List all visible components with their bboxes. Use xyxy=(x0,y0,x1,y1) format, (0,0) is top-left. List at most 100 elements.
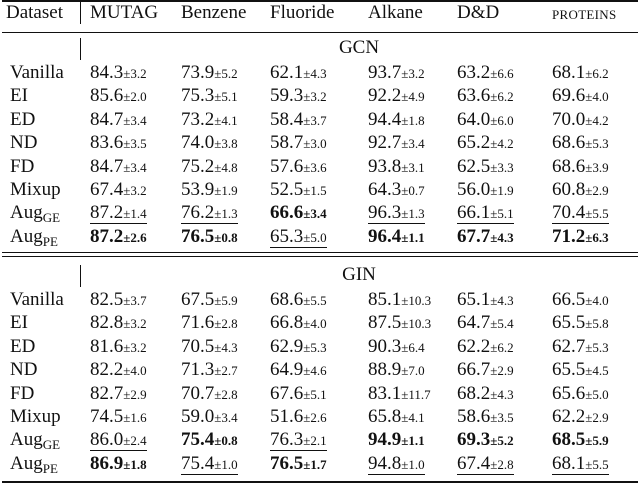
cell-std: ±1.9 xyxy=(490,183,514,198)
cell-std: ±1.0 xyxy=(214,456,238,472)
table-row: AugPE 87.2±2.6 76.5±0.8 65.3±5.0 96.4±1.1 67.… xyxy=(0,225,640,249)
section-title: GCN xyxy=(338,37,380,58)
cell-mean: 75.3 xyxy=(181,85,215,107)
method-label: AugGE xyxy=(10,202,61,226)
cell-std: ±6.2 xyxy=(585,66,609,81)
table-cell: 84.7±3.4 xyxy=(90,108,147,132)
cell-mean: 67.7 xyxy=(457,225,491,247)
cell-mean: 68.1 xyxy=(552,452,586,474)
cell-value: 87.5±10.3 xyxy=(368,312,431,333)
table-row: ND 82.2±4.0 71.3±2.7 64.9±4.6 88.9±7.0 66.7±2… xyxy=(0,358,640,382)
table-cell: 64.3±0.7 xyxy=(368,178,425,202)
table-cell: 65.2±4.2 xyxy=(457,131,514,155)
cell-value: 74.0±3.8 xyxy=(181,132,238,153)
table-cell: 92.2±4.9 xyxy=(368,84,425,108)
table-row: AugGE 87.2±1.4 76.2±1.3 66.6±3.4 96.3±1.3 66.… xyxy=(0,201,640,225)
table-cell: 75.4±0.8 xyxy=(181,428,238,452)
table-cell: 66.5±4.0 xyxy=(552,288,609,312)
cell-value: 83.1±11.7 xyxy=(368,383,431,404)
cell-value: 85.1±10.3 xyxy=(368,289,431,310)
cell-std: ±3.4 xyxy=(123,159,147,175)
cell-mean: 51.6 xyxy=(270,406,304,427)
top-rule xyxy=(2,0,638,2)
cell-value: 76.5±0.8 xyxy=(181,226,238,247)
cell-std: ±5.9 xyxy=(214,293,238,308)
cell-mean: 71.3 xyxy=(181,359,215,381)
table-cell: 85.6±2.0 xyxy=(90,84,147,108)
cell-std: ±10.3 xyxy=(401,293,432,308)
cell-value: 86.9±1.8 xyxy=(90,453,147,474)
cell-mean: 83.6 xyxy=(90,132,124,154)
method-label: EI xyxy=(10,312,28,334)
method-label: Vanilla xyxy=(10,289,64,310)
method-label: ED xyxy=(10,335,36,357)
cell-mean: 62.5 xyxy=(457,155,491,177)
cell-mean: 64.0 xyxy=(457,108,491,130)
table-cell: 84.7±3.4 xyxy=(90,155,147,179)
cell-std: ±5.1 xyxy=(214,89,238,105)
cell-value: 68.5±5.9 xyxy=(552,429,609,450)
cell-mean: 75.4 xyxy=(181,452,215,474)
table-row: Vanilla 84.3±3.2 73.9±5.2 62.1±4.3 93.7±3.2 6… xyxy=(0,61,640,85)
cell-value: 73.2±4.1 xyxy=(181,109,238,130)
table-cell: 87.5±10.3 xyxy=(368,311,431,335)
cell-std: ±1.1 xyxy=(401,433,425,449)
table-cell: 62.1±4.3 xyxy=(270,61,327,85)
cell-value: 62.9±5.3 xyxy=(270,336,327,357)
table-cell: 75.3±5.1 xyxy=(181,84,238,108)
cell-std: ±2.1 xyxy=(303,433,327,449)
table-cell: 66.7±2.9 xyxy=(457,358,514,382)
table-cell: 58.4±3.7 xyxy=(270,108,327,132)
cell-mean: 62.9 xyxy=(270,335,304,357)
table-cell: 62.7±5.3 xyxy=(552,335,609,359)
cell-mean: 58.6 xyxy=(457,406,491,427)
cell-mean: 65.5 xyxy=(552,312,586,334)
table-cell: 64.7±5.4 xyxy=(457,311,514,335)
column-header: Alkane xyxy=(368,2,423,23)
cell-value: 76.5±1.7 xyxy=(270,453,327,474)
section-title: GIN xyxy=(342,264,376,285)
cell-value: 66.8±4.0 xyxy=(270,312,327,333)
cell-std: ±3.3 xyxy=(490,159,514,175)
cell-value: 67.7±4.3 xyxy=(457,226,514,247)
method-label: FD xyxy=(10,155,35,177)
section-rule-mid-2 xyxy=(2,256,638,258)
cell-value: 92.2±4.9 xyxy=(368,85,425,106)
method-label: Vanilla xyxy=(10,62,64,83)
cell-mean: 73.9 xyxy=(181,62,215,83)
table-cell: 62.2±6.2 xyxy=(457,335,514,359)
table-cell: 76.5±1.7 xyxy=(270,452,327,476)
cell-mean: 93.8 xyxy=(368,155,402,177)
table-row: AugPE 86.9±1.8 75.4±1.0 76.5±1.7 94.8±1.0 67.… xyxy=(0,452,640,476)
table-row: ND 83.6±3.5 74.0±3.8 58.7±3.0 92.7±3.4 65.2±4… xyxy=(0,131,640,155)
cell-std: ±3.2 xyxy=(401,66,425,81)
cell-mean: 56.0 xyxy=(457,179,491,200)
cell-mean: 52.5 xyxy=(270,179,304,200)
cell-value: 75.3±5.1 xyxy=(181,85,238,106)
cell-value: 69.3±5.2 xyxy=(457,429,514,450)
method-label: ND xyxy=(10,359,38,381)
cell-std: ±1.0 xyxy=(401,456,425,472)
cell-mean: 90.3 xyxy=(368,335,402,357)
table-cell: 53.9±1.9 xyxy=(181,178,238,202)
cell-value: 92.7±3.4 xyxy=(368,132,425,153)
table-cell: 59.3±3.2 xyxy=(270,84,327,108)
table-cell: 76.3±2.1 xyxy=(270,428,327,452)
cell-std: ±0.7 xyxy=(401,183,425,198)
cell-mean: 94.9 xyxy=(368,429,402,451)
cell-std: ±1.7 xyxy=(303,456,327,472)
cell-value: 74.5±1.6 xyxy=(90,406,147,427)
table-cell: 67.7±4.3 xyxy=(457,225,514,249)
table-row: Mixup 74.5±1.6 59.0±3.4 51.6±2.6 65.8±4.1 58.… xyxy=(0,405,640,429)
cell-std: ±3.7 xyxy=(123,293,147,308)
cell-value: 68.6±5.5 xyxy=(270,289,327,310)
cell-mean: 64.7 xyxy=(457,312,491,334)
bottom-rule xyxy=(2,481,638,483)
cell-mean: 87.5 xyxy=(368,312,402,334)
cell-std: ±3.4 xyxy=(214,410,238,425)
cell-mean: 65.6 xyxy=(552,382,586,404)
table-cell: 71.6±2.8 xyxy=(181,311,238,335)
cell-value: 63.6±6.2 xyxy=(457,85,514,106)
cell-value: 51.6±2.6 xyxy=(270,406,327,427)
table-row: FD 82.7±2.9 70.7±2.8 67.6±5.1 83.1±11.7 68.2±… xyxy=(0,382,640,406)
